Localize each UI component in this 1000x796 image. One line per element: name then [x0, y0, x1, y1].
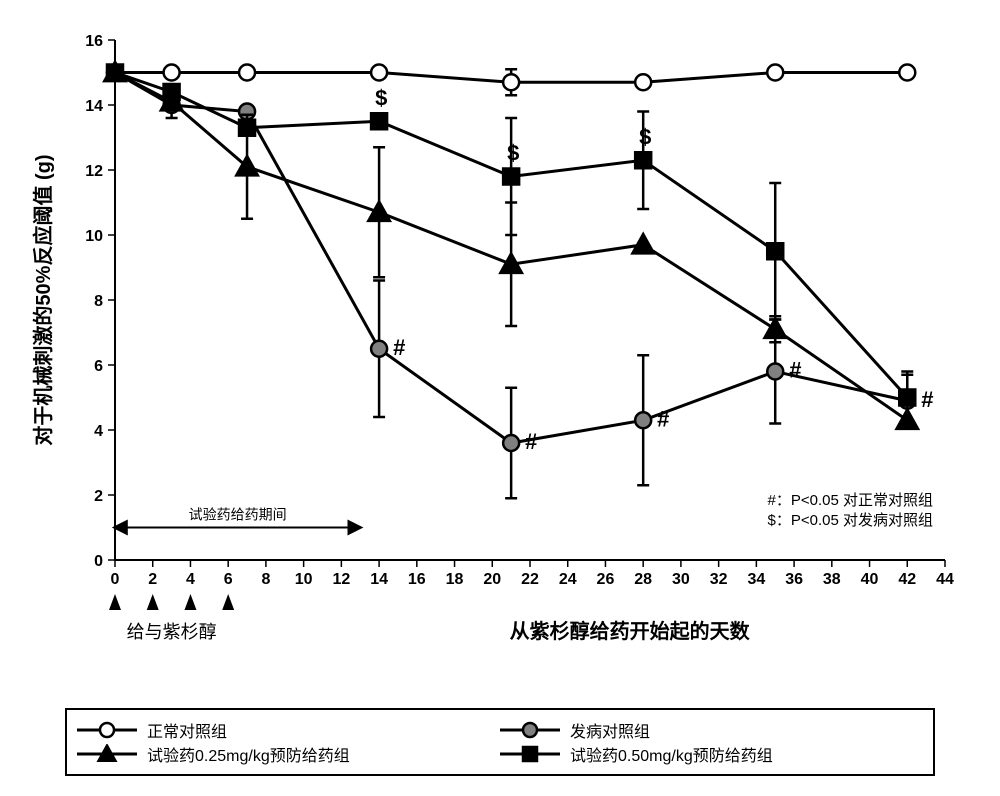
legend-item: 试验药0.50mg/kg预防给药组 — [500, 742, 923, 766]
paclitaxel-arrow-icon — [147, 594, 159, 610]
x-tick-label: 38 — [823, 571, 841, 588]
x-axis-label: 从紫杉醇给药开始起的天数 — [510, 619, 751, 643]
line-chart: 0246810121416024681012141618202224262830… — [20, 20, 980, 700]
y-tick-label: 6 — [94, 358, 103, 375]
y-tick-label: 10 — [85, 228, 103, 245]
x-tick-label: 28 — [634, 571, 652, 588]
x-tick-label: 20 — [483, 571, 501, 588]
paclitaxel-arrow-icon — [222, 594, 234, 610]
x-tick-label: 34 — [747, 571, 765, 588]
y-tick-label: 4 — [94, 423, 103, 440]
y-tick-label: 16 — [85, 33, 103, 50]
y-tick-label: 14 — [85, 98, 103, 115]
x-tick-label: 12 — [332, 571, 350, 588]
paclitaxel-arrow-icon — [109, 594, 121, 610]
y-tick-label: 0 — [94, 553, 103, 570]
sig-mark: # — [393, 335, 405, 360]
x-tick-label: 44 — [936, 571, 954, 588]
legend-label: 正常对照组 — [147, 718, 227, 742]
y-tick-label: 2 — [94, 488, 103, 505]
legend-item: 发病对照组 — [500, 718, 923, 742]
paclitaxel-arrow-icon — [184, 594, 196, 610]
sig-mark: $ — [507, 141, 519, 166]
sig-mark: $ — [639, 124, 651, 149]
x-tick-label: 4 — [186, 571, 195, 588]
sig-mark: $ — [375, 85, 387, 110]
x-tick-label: 40 — [861, 571, 879, 588]
significance-note: #：P<0.05 对正常对照组 — [768, 492, 933, 509]
sig-mark: # — [789, 358, 801, 383]
x-tick-label: 18 — [446, 571, 464, 588]
x-tick-label: 30 — [672, 571, 690, 588]
x-tick-label: 0 — [111, 571, 120, 588]
legend-label: 发病对照组 — [570, 718, 650, 742]
x-tick-label: 6 — [224, 571, 233, 588]
y-tick-label: 8 — [94, 293, 103, 310]
x-tick-label: 14 — [370, 571, 388, 588]
x-tick-label: 26 — [597, 571, 615, 588]
x-tick-label: 8 — [261, 571, 270, 588]
significance-note: $：P<0.05 对发病对照组 — [768, 512, 933, 529]
paclitaxel-label: 给与紫杉醇 — [127, 622, 217, 642]
y-tick-label: 12 — [85, 163, 103, 180]
chart-container: 0246810121416024681012141618202224262830… — [20, 20, 980, 776]
legend: 正常对照组 发病对照组试验药0.25mg/kg预防给药组 试验药0.50mg/kg预… — [65, 708, 935, 776]
x-tick-label: 10 — [295, 571, 313, 588]
legend-item: 正常对照组 — [77, 718, 500, 742]
x-tick-label: 42 — [898, 571, 916, 588]
drug-period-label: 试验药给药期间 — [189, 507, 287, 523]
legend-label: 试验药0.50mg/kg预防给药组 — [570, 742, 773, 766]
x-tick-label: 32 — [710, 571, 728, 588]
legend-item: 试验药0.25mg/kg预防给药组 — [77, 742, 500, 766]
x-tick-label: 2 — [148, 571, 157, 588]
sig-mark: # — [921, 387, 933, 412]
sig-mark: # — [657, 406, 669, 431]
x-tick-label: 36 — [785, 571, 803, 588]
legend-label: 试验药0.25mg/kg预防给药组 — [147, 742, 350, 766]
x-tick-label: 16 — [408, 571, 426, 588]
x-tick-label: 24 — [559, 571, 577, 588]
sig-mark: # — [525, 429, 537, 454]
x-tick-label: 22 — [521, 571, 539, 588]
y-axis-label: 对于机械刺激的50%反应阈值 (g) — [31, 154, 55, 445]
